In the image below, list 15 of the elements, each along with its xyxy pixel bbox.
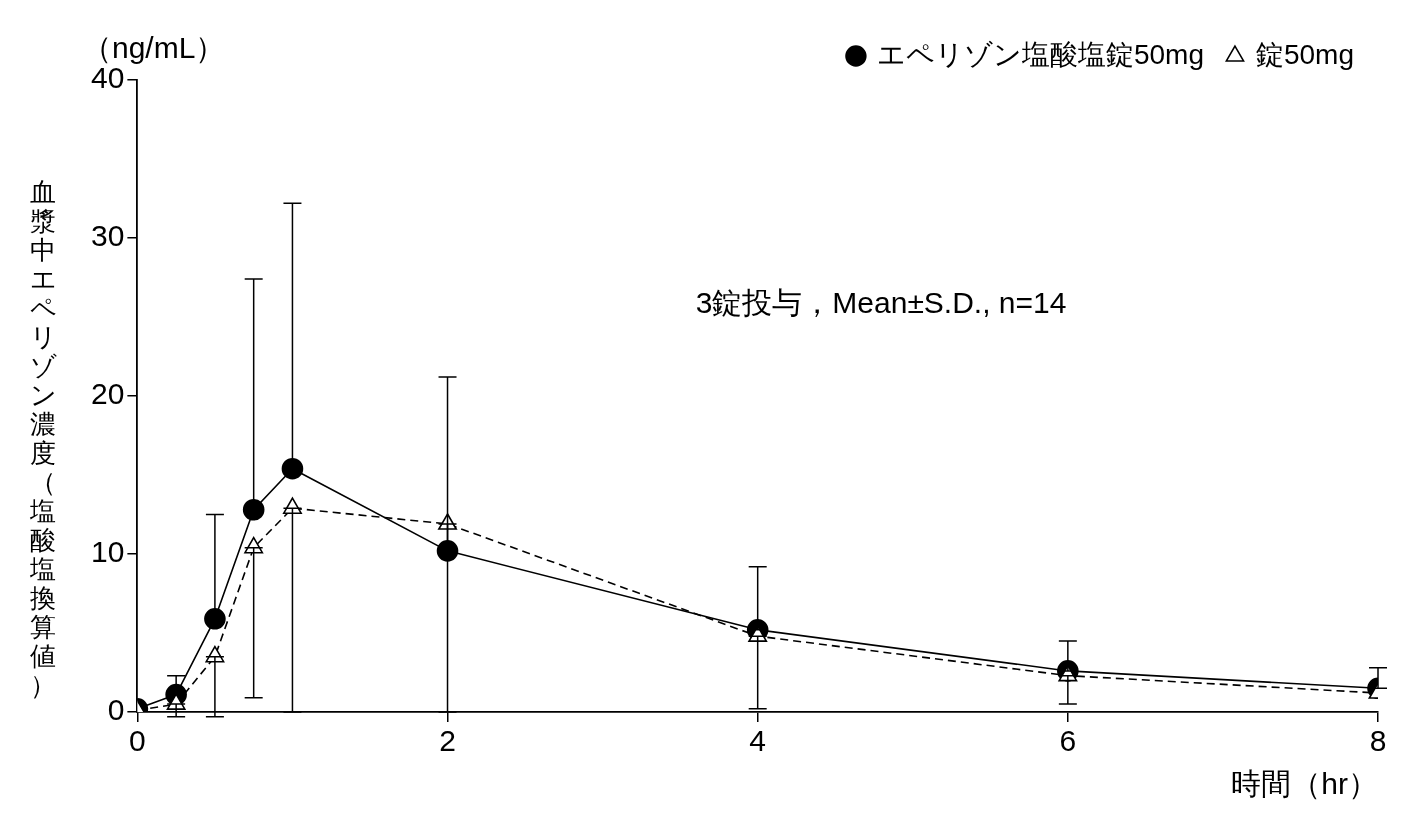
x-tick-label: 4 [749, 724, 767, 758]
annotation: 3錠投与，Mean±S.D., n=14 [695, 286, 1067, 320]
text: 血漿中エペリゾン濃度（塩酸塩換算値） [29, 177, 57, 700]
x-axis-title: 時間（hr） [1231, 767, 1378, 801]
legend-label: 錠50mg [1255, 38, 1355, 70]
y-tick-label: 10 [90, 535, 125, 569]
y-tick-label: 0 [107, 693, 125, 727]
x-tick-label: 6 [1059, 724, 1077, 758]
point [281, 457, 304, 480]
x-tick-label: 8 [1369, 724, 1387, 758]
y-tick-label: 30 [90, 219, 125, 253]
x-tick-label: 0 [129, 724, 146, 758]
x-tick-label: 2 [439, 724, 456, 758]
y-tick-label: 20 [90, 377, 125, 411]
legend-label: エペリゾン塩酸塩錠50mg [876, 38, 1204, 70]
